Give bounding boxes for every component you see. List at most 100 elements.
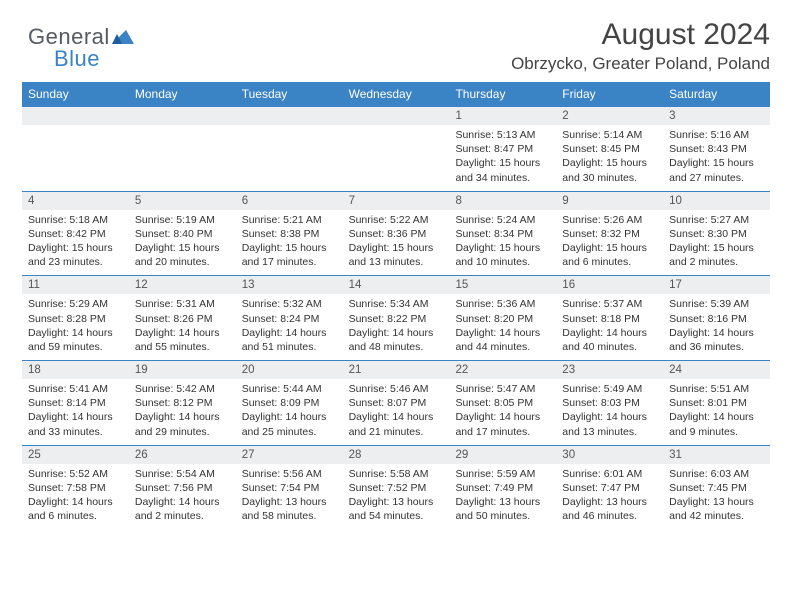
daylight-line1: Daylight: 14 hours [349, 410, 444, 424]
dow-cell: Wednesday [343, 82, 450, 106]
daylight-line2: and 34 minutes. [455, 171, 550, 185]
daylight-line1: Daylight: 14 hours [669, 410, 764, 424]
sunset-text: Sunset: 8:26 PM [135, 312, 230, 326]
day-cell: 21Sunrise: 5:46 AMSunset: 8:07 PMDayligh… [343, 360, 450, 445]
sunrise-text: Sunrise: 5:52 AM [28, 467, 123, 481]
day-cell: 20Sunrise: 5:44 AMSunset: 8:09 PMDayligh… [236, 360, 343, 445]
month-title: August 2024 [511, 18, 770, 52]
daylight-line1: Daylight: 15 hours [455, 156, 550, 170]
sunset-text: Sunset: 8:32 PM [562, 227, 657, 241]
sunrise-text: Sunrise: 5:42 AM [135, 382, 230, 396]
day-number: 16 [556, 275, 663, 294]
dow-cell: Thursday [449, 82, 556, 106]
sunset-text: Sunset: 8:03 PM [562, 396, 657, 410]
daylight-line2: and 27 minutes. [669, 171, 764, 185]
day-body [22, 125, 129, 134]
day-cell: 19Sunrise: 5:42 AMSunset: 8:12 PMDayligh… [129, 360, 236, 445]
day-cell: 30Sunrise: 6:01 AMSunset: 7:47 PMDayligh… [556, 445, 663, 530]
day-body: Sunrise: 5:34 AMSunset: 8:22 PMDaylight:… [343, 294, 450, 360]
sunrise-text: Sunrise: 5:47 AM [455, 382, 550, 396]
location-text: Obrzycko, Greater Poland, Poland [511, 54, 770, 74]
day-number: 10 [663, 191, 770, 210]
daylight-line2: and 23 minutes. [28, 255, 123, 269]
sunset-text: Sunset: 8:28 PM [28, 312, 123, 326]
daylight-line1: Daylight: 15 hours [455, 241, 550, 255]
daylight-line2: and 33 minutes. [28, 425, 123, 439]
day-body: Sunrise: 5:51 AMSunset: 8:01 PMDaylight:… [663, 379, 770, 445]
sunrise-text: Sunrise: 5:18 AM [28, 213, 123, 227]
day-cell: . [343, 106, 450, 191]
day-number: 30 [556, 445, 663, 464]
day-number: 21 [343, 360, 450, 379]
daylight-line2: and 13 minutes. [349, 255, 444, 269]
sunrise-text: Sunrise: 5:21 AM [242, 213, 337, 227]
day-body: Sunrise: 5:56 AMSunset: 7:54 PMDaylight:… [236, 464, 343, 530]
sunset-text: Sunset: 8:42 PM [28, 227, 123, 241]
daylight-line2: and 17 minutes. [455, 425, 550, 439]
day-number: 28 [343, 445, 450, 464]
sunrise-text: Sunrise: 5:54 AM [135, 467, 230, 481]
calendar-page: General Blue August 2024 Obrzycko, Great… [0, 0, 792, 547]
day-body: Sunrise: 5:16 AMSunset: 8:43 PMDaylight:… [663, 125, 770, 191]
day-body: Sunrise: 5:41 AMSunset: 8:14 PMDaylight:… [22, 379, 129, 445]
daylight-line1: Daylight: 14 hours [28, 495, 123, 509]
daylight-line1: Daylight: 14 hours [135, 410, 230, 424]
sunset-text: Sunset: 8:18 PM [562, 312, 657, 326]
daylight-line1: Daylight: 15 hours [562, 241, 657, 255]
day-body: Sunrise: 5:39 AMSunset: 8:16 PMDaylight:… [663, 294, 770, 360]
day-number: 26 [129, 445, 236, 464]
day-cell: 5Sunrise: 5:19 AMSunset: 8:40 PMDaylight… [129, 191, 236, 276]
day-body: Sunrise: 5:24 AMSunset: 8:34 PMDaylight:… [449, 210, 556, 276]
sunset-text: Sunset: 7:45 PM [669, 481, 764, 495]
day-body: Sunrise: 5:18 AMSunset: 8:42 PMDaylight:… [22, 210, 129, 276]
sunset-text: Sunset: 8:38 PM [242, 227, 337, 241]
day-cell: 27Sunrise: 5:56 AMSunset: 7:54 PMDayligh… [236, 445, 343, 530]
sunrise-text: Sunrise: 5:49 AM [562, 382, 657, 396]
page-header: General Blue August 2024 Obrzycko, Great… [22, 18, 770, 74]
day-body: Sunrise: 6:01 AMSunset: 7:47 PMDaylight:… [556, 464, 663, 530]
daylight-line1: Daylight: 14 hours [455, 326, 550, 340]
sunset-text: Sunset: 8:05 PM [455, 396, 550, 410]
day-body: Sunrise: 5:36 AMSunset: 8:20 PMDaylight:… [449, 294, 556, 360]
daylight-line1: Daylight: 15 hours [349, 241, 444, 255]
daylight-line2: and 20 minutes. [135, 255, 230, 269]
day-cell: 11Sunrise: 5:29 AMSunset: 8:28 PMDayligh… [22, 275, 129, 360]
daylight-line1: Daylight: 14 hours [242, 410, 337, 424]
day-cell: 14Sunrise: 5:34 AMSunset: 8:22 PMDayligh… [343, 275, 450, 360]
sunrise-text: Sunrise: 5:26 AM [562, 213, 657, 227]
week-row: 25Sunrise: 5:52 AMSunset: 7:58 PMDayligh… [22, 445, 770, 530]
day-body: Sunrise: 5:54 AMSunset: 7:56 PMDaylight:… [129, 464, 236, 530]
day-body [236, 125, 343, 134]
daylight-line1: Daylight: 13 hours [562, 495, 657, 509]
daylight-line1: Daylight: 14 hours [562, 410, 657, 424]
daylight-line2: and 55 minutes. [135, 340, 230, 354]
sunrise-text: Sunrise: 5:39 AM [669, 297, 764, 311]
day-number: 25 [22, 445, 129, 464]
day-cell: 28Sunrise: 5:58 AMSunset: 7:52 PMDayligh… [343, 445, 450, 530]
day-cell: 2Sunrise: 5:14 AMSunset: 8:45 PMDaylight… [556, 106, 663, 191]
logo-mark-icon [112, 28, 134, 49]
dow-cell: Monday [129, 82, 236, 106]
day-cell: 9Sunrise: 5:26 AMSunset: 8:32 PMDaylight… [556, 191, 663, 276]
daylight-line2: and 51 minutes. [242, 340, 337, 354]
day-body: Sunrise: 5:49 AMSunset: 8:03 PMDaylight:… [556, 379, 663, 445]
sunrise-text: Sunrise: 5:19 AM [135, 213, 230, 227]
dow-cell: Saturday [663, 82, 770, 106]
daylight-line2: and 2 minutes. [135, 509, 230, 523]
sunrise-text: Sunrise: 5:27 AM [669, 213, 764, 227]
sunrise-text: Sunrise: 5:44 AM [242, 382, 337, 396]
day-cell: 15Sunrise: 5:36 AMSunset: 8:20 PMDayligh… [449, 275, 556, 360]
daylight-line2: and 46 minutes. [562, 509, 657, 523]
weeks-container: ....1Sunrise: 5:13 AMSunset: 8:47 PMDayl… [22, 106, 770, 529]
sunrise-text: Sunrise: 5:29 AM [28, 297, 123, 311]
day-body: Sunrise: 5:21 AMSunset: 8:38 PMDaylight:… [236, 210, 343, 276]
day-body: Sunrise: 5:13 AMSunset: 8:47 PMDaylight:… [449, 125, 556, 191]
day-body: Sunrise: 5:59 AMSunset: 7:49 PMDaylight:… [449, 464, 556, 530]
daylight-line2: and 17 minutes. [242, 255, 337, 269]
day-body: Sunrise: 5:29 AMSunset: 8:28 PMDaylight:… [22, 294, 129, 360]
daylight-line1: Daylight: 14 hours [242, 326, 337, 340]
day-number: 13 [236, 275, 343, 294]
day-cell: 25Sunrise: 5:52 AMSunset: 7:58 PMDayligh… [22, 445, 129, 530]
day-cell: 16Sunrise: 5:37 AMSunset: 8:18 PMDayligh… [556, 275, 663, 360]
sunrise-text: Sunrise: 5:46 AM [349, 382, 444, 396]
